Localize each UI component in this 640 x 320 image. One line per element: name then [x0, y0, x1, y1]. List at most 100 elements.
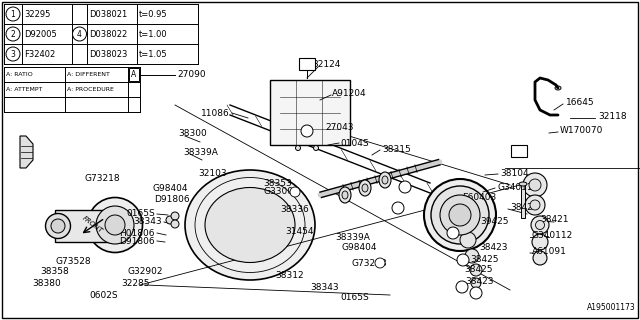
Ellipse shape: [88, 197, 143, 252]
Text: 1: 1: [293, 189, 297, 195]
Text: D038023: D038023: [89, 50, 127, 59]
Text: 38427: 38427: [510, 204, 538, 212]
Text: 4: 4: [378, 260, 381, 266]
Ellipse shape: [296, 146, 301, 150]
Text: 0165S: 0165S: [126, 210, 155, 219]
Ellipse shape: [530, 200, 540, 210]
Text: D91806: D91806: [154, 196, 190, 204]
Text: 4: 4: [77, 29, 82, 38]
Text: D038022: D038022: [89, 29, 127, 38]
Circle shape: [6, 7, 20, 21]
Bar: [129, 68, 139, 81]
Ellipse shape: [362, 184, 368, 192]
Text: D91806: D91806: [120, 236, 155, 245]
Ellipse shape: [523, 173, 547, 197]
Bar: [270, 80, 350, 145]
Text: 0165S: 0165S: [340, 293, 369, 302]
Text: 32118: 32118: [598, 111, 627, 121]
Ellipse shape: [205, 188, 295, 262]
Text: G98404: G98404: [152, 183, 188, 193]
Circle shape: [301, 125, 313, 137]
Text: 32124: 32124: [312, 60, 340, 68]
Text: 4: 4: [461, 258, 465, 262]
Ellipse shape: [339, 134, 345, 140]
Text: 38339A: 38339A: [335, 233, 370, 242]
Text: G73218: G73218: [84, 173, 120, 182]
Text: H01806: H01806: [120, 228, 155, 237]
Ellipse shape: [431, 186, 489, 244]
Ellipse shape: [275, 134, 281, 140]
Text: 38339A: 38339A: [183, 148, 218, 156]
Ellipse shape: [424, 179, 496, 251]
Ellipse shape: [531, 216, 549, 234]
Text: 27043: 27043: [325, 123, 353, 132]
Bar: [521, 183, 525, 218]
Text: G32902: G32902: [127, 268, 163, 276]
Text: 1: 1: [11, 10, 15, 19]
Bar: [299, 58, 315, 70]
Ellipse shape: [379, 172, 391, 188]
Circle shape: [290, 187, 300, 197]
Text: 38343: 38343: [310, 284, 339, 292]
Text: 16645: 16645: [566, 98, 595, 107]
Text: E60403: E60403: [462, 193, 496, 202]
Text: 11086: 11086: [201, 108, 230, 117]
Ellipse shape: [171, 212, 179, 220]
Text: 38336: 38336: [280, 205, 308, 214]
Bar: [55, 210, 120, 242]
Bar: [511, 145, 527, 157]
Text: 3: 3: [11, 50, 15, 59]
Circle shape: [375, 258, 385, 268]
Text: A: A: [303, 60, 310, 68]
Text: 2: 2: [11, 29, 15, 38]
Text: 3: 3: [451, 230, 455, 236]
Text: A195001173: A195001173: [588, 303, 636, 312]
Circle shape: [470, 287, 482, 299]
Text: 38343: 38343: [133, 218, 162, 227]
Text: 1: 1: [403, 185, 407, 189]
Ellipse shape: [536, 220, 545, 229]
Ellipse shape: [555, 86, 561, 90]
Text: A: DIFFERENT: A: DIFFERENT: [67, 72, 110, 77]
Text: 38104: 38104: [500, 169, 529, 178]
Text: W170070: W170070: [560, 125, 604, 134]
Text: 38425: 38425: [464, 266, 493, 275]
Ellipse shape: [470, 264, 482, 276]
Ellipse shape: [45, 213, 70, 238]
Text: 3: 3: [460, 284, 464, 290]
Ellipse shape: [529, 179, 541, 191]
Text: 0104S: 0104S: [340, 139, 369, 148]
Text: G340112: G340112: [497, 182, 538, 191]
Text: G98404: G98404: [342, 244, 378, 252]
Ellipse shape: [339, 187, 351, 203]
Text: FRONT: FRONT: [82, 215, 104, 235]
Circle shape: [457, 254, 469, 266]
Text: 38358: 38358: [40, 268, 68, 276]
Ellipse shape: [440, 195, 480, 235]
Text: D92005: D92005: [24, 29, 57, 38]
Text: 38423: 38423: [465, 277, 493, 286]
Ellipse shape: [96, 206, 134, 244]
Ellipse shape: [532, 234, 548, 250]
Text: A61091: A61091: [532, 247, 567, 257]
Text: A: A: [131, 70, 136, 79]
Circle shape: [6, 27, 20, 41]
Text: A: PROCEDURE: A: PROCEDURE: [67, 87, 114, 92]
Text: 38423: 38423: [479, 244, 508, 252]
Text: 31454: 31454: [285, 228, 314, 236]
Circle shape: [6, 47, 20, 61]
Ellipse shape: [314, 146, 319, 150]
Text: A: RATIO: A: RATIO: [6, 72, 33, 77]
Circle shape: [392, 202, 404, 214]
Circle shape: [399, 181, 411, 193]
Polygon shape: [20, 136, 33, 168]
Ellipse shape: [339, 85, 345, 91]
Ellipse shape: [525, 195, 545, 215]
Ellipse shape: [166, 216, 174, 224]
Ellipse shape: [449, 204, 471, 226]
Text: 32285: 32285: [122, 278, 150, 287]
Text: 38315: 38315: [382, 145, 411, 154]
Text: G340112: G340112: [532, 231, 573, 241]
Text: 27090: 27090: [177, 70, 205, 79]
Text: 32295: 32295: [24, 10, 51, 19]
